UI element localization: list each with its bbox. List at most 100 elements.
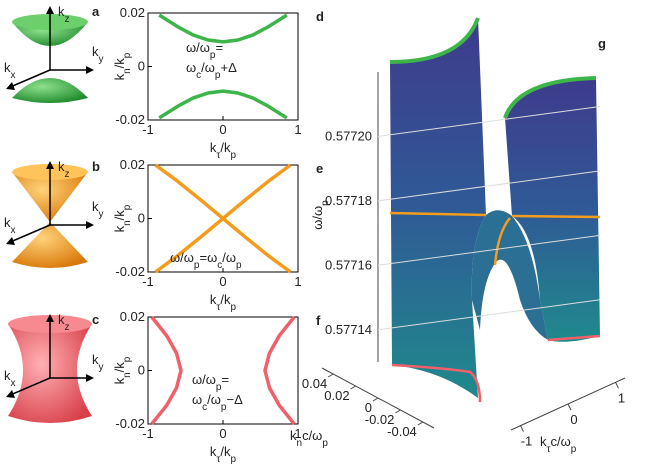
x-tick-label: -1 [521, 434, 533, 449]
arrow-head [6, 390, 15, 398]
annotation-part: = [215, 40, 223, 55]
arrow-head [86, 374, 94, 382]
left-sheet [390, 18, 486, 398]
annotation-part: ω/ω [186, 40, 210, 55]
annotation-part: /ω [207, 392, 221, 407]
x-tick [567, 403, 572, 411]
x-axis-label-part: c/ω [550, 434, 570, 449]
annotation-part: = [221, 372, 229, 387]
y-axis-label-part: k [290, 428, 297, 443]
y-tick [417, 421, 424, 426]
icon-a [12, 14, 88, 103]
y-tick-label: -0.02 [115, 416, 145, 431]
z-axis-label-sub: p [320, 200, 331, 206]
z-tick-label: 0.57718 [325, 193, 372, 208]
y-axis-label-part: k [112, 73, 127, 80]
y-axis-label-part: /k [112, 58, 127, 69]
annotation-part: =ω [199, 250, 217, 265]
orange-curve [389, 211, 487, 217]
x-axis-label-sub: p [231, 150, 237, 161]
z-axis-label-part: ω/ω [310, 206, 325, 230]
annotation: ω/ωp= [192, 372, 229, 393]
kx-label: kx [4, 60, 16, 81]
annotation-sub: c [217, 260, 222, 271]
grid-line [377, 234, 601, 266]
ky-label-part: k [92, 199, 99, 214]
y-axis-label-part: k [112, 225, 127, 232]
kx-label: kx [4, 215, 16, 236]
y-axis-label-part: /k [112, 210, 127, 221]
kz-label: kz [58, 159, 70, 180]
panel-letter: f [316, 313, 321, 328]
annotation: ω/ωp=ωc/ωp [170, 250, 242, 271]
panel-letter: c [92, 312, 99, 327]
annotation: ωc/ωp−Δ [192, 392, 243, 413]
annotation-part: /ω [222, 250, 236, 265]
ky-label: ky [92, 44, 104, 65]
x-axis-label-sub: p [231, 302, 237, 313]
kz-label: kz [58, 312, 70, 333]
arrow-head [6, 237, 15, 245]
ky-label-sub: y [99, 362, 104, 373]
annotation-sub: c [202, 402, 207, 413]
y-tick [327, 373, 334, 378]
annotation-sub: p [194, 260, 200, 271]
x-axis-label-part: /k [220, 292, 231, 307]
x-axis-label-sub: τ [547, 444, 551, 455]
ky-label-sub: y [99, 209, 104, 220]
x-axis-label-part: k [210, 444, 217, 459]
annotation-sub: p [210, 50, 216, 61]
ky-label-part: k [92, 352, 99, 367]
y-axis-label: knc/ωp [290, 428, 328, 449]
panel-letter: a [92, 4, 100, 19]
kz-label-sub: z [65, 169, 70, 180]
x-axis-label-part: /k [220, 444, 231, 459]
annotation-part: /ω [201, 60, 215, 75]
x-axis-label-part: k [210, 292, 217, 307]
curve [154, 163, 292, 274]
x-axis-label-sub: τ [216, 150, 220, 161]
x-axis-label-sub: p [571, 444, 577, 455]
x-axis-label: kτc/ωp [540, 434, 577, 455]
annotation-part: ω/ω [192, 372, 216, 387]
y-tick-label: 0.02 [120, 5, 145, 20]
arrow-head [86, 66, 94, 74]
y-axis-label-sub: n [122, 68, 133, 74]
x-tick [520, 425, 524, 432]
surface [389, 17, 601, 403]
y-tick-label: -0.04 [387, 424, 417, 439]
grid-line [377, 105, 601, 137]
kz-label-sub: z [65, 14, 70, 25]
x-axis-label-sub: τ [216, 454, 220, 465]
y-axis-label: kn/kp [112, 356, 133, 384]
x-axis-label-sub: p [231, 454, 237, 465]
y-axis-label: kn/kp [112, 204, 133, 232]
x-axis-label: kτ/kp [210, 140, 237, 161]
lower-cone [12, 222, 88, 268]
annotation-part: +Δ [220, 60, 237, 75]
x-tick-label: 1 [294, 426, 301, 441]
kz-label-part: k [58, 159, 65, 174]
y-axis-label-sub: p [122, 204, 133, 210]
y-tick-label: 0.02 [324, 388, 349, 403]
annotation: ωc/ωp+Δ [186, 60, 237, 81]
annotation-part: ω/ω [170, 250, 194, 265]
axis-arrow [7, 69, 51, 89]
arrow-head [46, 314, 54, 322]
curve [263, 315, 296, 426]
x-axis-label-part: k [540, 434, 547, 449]
curve [158, 89, 288, 120]
ky-label: ky [92, 352, 104, 373]
y-axis-label-sub: p [122, 52, 133, 58]
y-axis-label-part: k [112, 377, 127, 384]
ky-label-sub: y [99, 54, 104, 65]
y-axis-label-sub: p [322, 438, 328, 449]
kx-label-part: k [4, 215, 11, 230]
axis-arrow [7, 224, 51, 244]
annotation-sub: p [215, 70, 221, 81]
kx-label: kx [4, 368, 16, 389]
axis-arrow [7, 377, 51, 397]
pink-curve [547, 334, 601, 342]
y-tick-label: -0.02 [115, 112, 145, 127]
